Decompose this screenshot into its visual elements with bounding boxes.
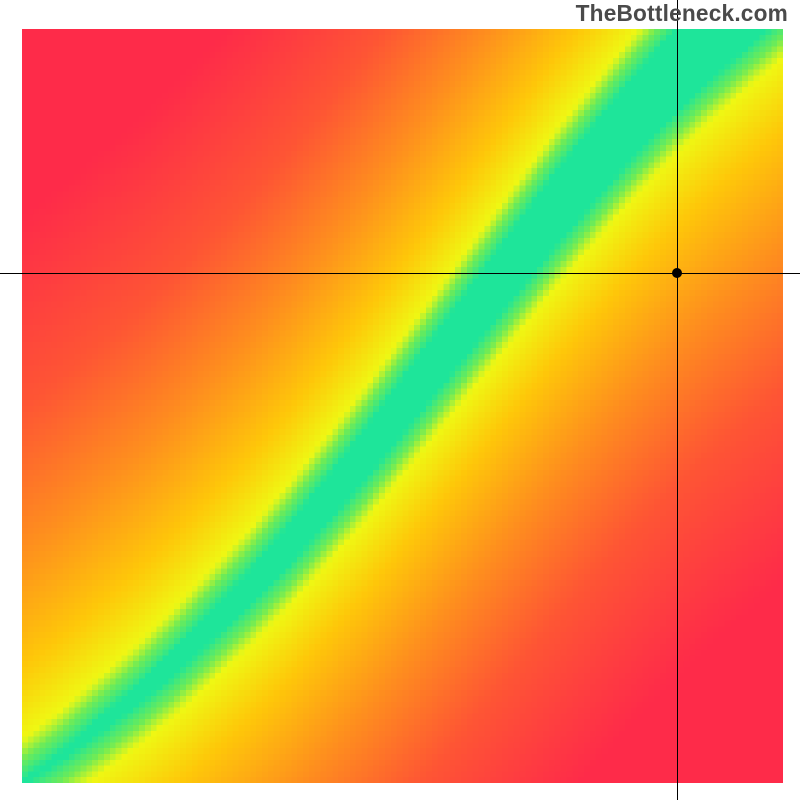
crosshair-line-vertical [677, 0, 678, 800]
bottleneck-heatmap-canvas [22, 29, 783, 783]
heatmap-plot-area [22, 29, 783, 783]
selection-marker-dot [672, 268, 682, 278]
watermark-text: TheBottleneck.com [576, 0, 788, 27]
